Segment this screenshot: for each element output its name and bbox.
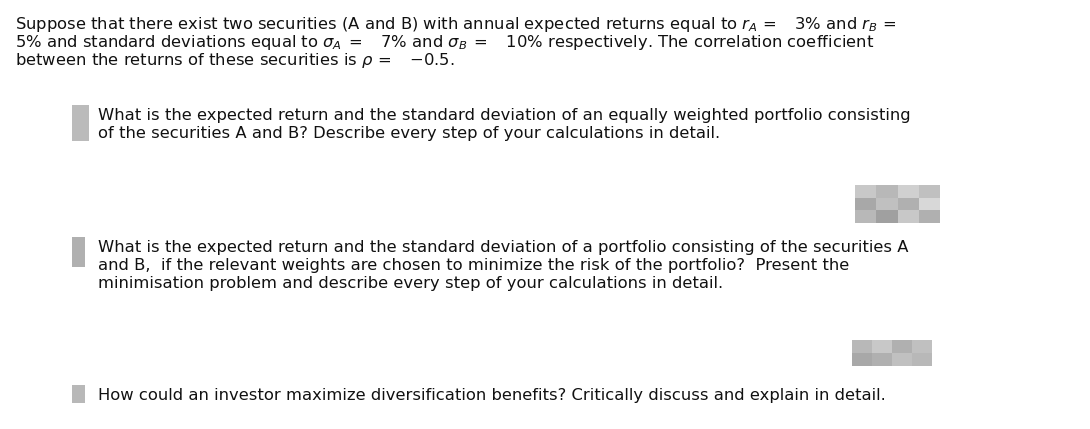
Text: What is the expected return and the standard deviation of a portfolio consisting: What is the expected return and the stan…: [98, 240, 908, 255]
Bar: [876, 210, 897, 223]
Bar: [919, 210, 940, 223]
Bar: [892, 353, 912, 366]
Text: 5% and standard deviations equal to $\sigma_A\;=\;$  7% and $\sigma_B\;=\;$  10%: 5% and standard deviations equal to $\si…: [15, 33, 874, 52]
Text: How could an investor maximize diversification benefits? Critically discuss and : How could an investor maximize diversifi…: [98, 388, 886, 403]
Bar: [912, 340, 932, 353]
Text: between the returns of these securities is $\rho\,=\;$  $-$0.5.: between the returns of these securities …: [15, 51, 455, 70]
Bar: [72, 105, 89, 141]
Bar: [919, 185, 940, 198]
Bar: [852, 340, 872, 353]
Text: minimisation problem and describe every step of your calculations in detail.: minimisation problem and describe every …: [98, 276, 723, 291]
Bar: [912, 353, 932, 366]
Bar: [897, 198, 919, 210]
Bar: [855, 210, 876, 223]
Text: of the securities A and B? Describe every step of your calculations in detail.: of the securities A and B? Describe ever…: [98, 126, 720, 141]
Text: What is the expected return and the standard deviation of an equally weighted po: What is the expected return and the stan…: [98, 108, 910, 123]
Bar: [855, 185, 876, 198]
Bar: [872, 353, 892, 366]
Bar: [876, 198, 897, 210]
Bar: [872, 340, 892, 353]
Bar: [852, 353, 872, 366]
Text: Suppose that there exist two securities (A and B) with annual expected returns e: Suppose that there exist two securities …: [15, 15, 897, 34]
Bar: [72, 237, 85, 267]
Bar: [72, 385, 85, 403]
Bar: [892, 340, 912, 353]
Bar: [897, 185, 919, 198]
Bar: [876, 185, 897, 198]
Bar: [897, 210, 919, 223]
Text: and B,  if the relevant weights are chosen to minimize the risk of the portfolio: and B, if the relevant weights are chose…: [98, 258, 849, 273]
Bar: [919, 198, 940, 210]
Bar: [855, 198, 876, 210]
